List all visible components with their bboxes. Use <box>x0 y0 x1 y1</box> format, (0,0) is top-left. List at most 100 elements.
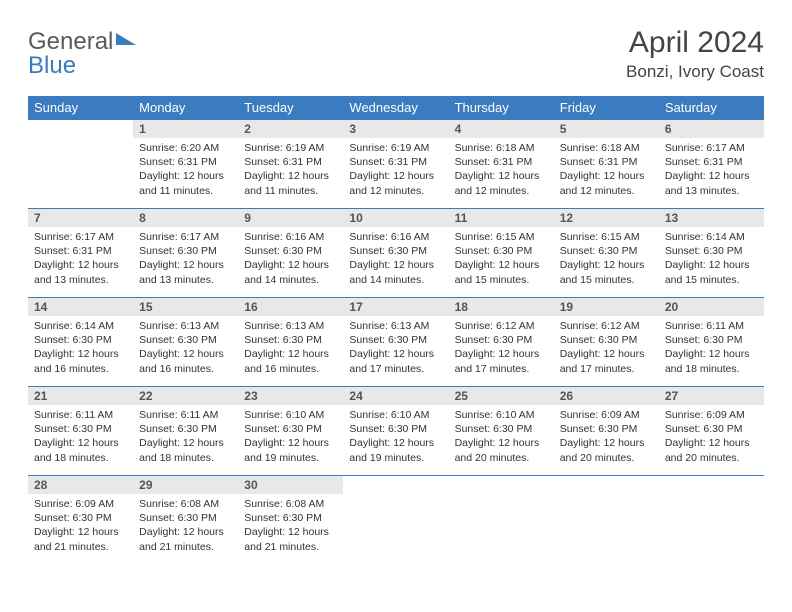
calendar-cell: 23Sunrise: 6:10 AMSunset: 6:30 PMDayligh… <box>238 387 343 476</box>
calendar-cell: 3Sunrise: 6:19 AMSunset: 6:31 PMDaylight… <box>343 120 448 209</box>
day-content: Sunrise: 6:09 AMSunset: 6:30 PMDaylight:… <box>659 405 764 475</box>
day-number: 11 <box>449 209 554 227</box>
day-content: Sunrise: 6:17 AMSunset: 6:31 PMDaylight:… <box>28 227 133 297</box>
day-header: Thursday <box>449 96 554 120</box>
day-number: 4 <box>449 120 554 138</box>
calendar-cell: 14Sunrise: 6:14 AMSunset: 6:30 PMDayligh… <box>28 298 133 387</box>
day-content: Sunrise: 6:12 AMSunset: 6:30 PMDaylight:… <box>449 316 554 386</box>
day-content: Sunrise: 6:09 AMSunset: 6:30 PMDaylight:… <box>554 405 659 475</box>
day-content: Sunrise: 6:18 AMSunset: 6:31 PMDaylight:… <box>449 138 554 208</box>
logo-text-blue: Blue <box>28 52 76 79</box>
calendar-cell: 27Sunrise: 6:09 AMSunset: 6:30 PMDayligh… <box>659 387 764 476</box>
day-content: Sunrise: 6:11 AMSunset: 6:30 PMDaylight:… <box>28 405 133 475</box>
day-number: 29 <box>133 476 238 494</box>
day-number: 26 <box>554 387 659 405</box>
day-content: Sunrise: 6:13 AMSunset: 6:30 PMDaylight:… <box>238 316 343 386</box>
day-header: Saturday <box>659 96 764 120</box>
calendar-cell: 26Sunrise: 6:09 AMSunset: 6:30 PMDayligh… <box>554 387 659 476</box>
day-header-row: Sunday Monday Tuesday Wednesday Thursday… <box>28 96 764 120</box>
day-number: 12 <box>554 209 659 227</box>
day-header: Monday <box>133 96 238 120</box>
location: Bonzi, Ivory Coast <box>626 62 764 82</box>
day-content: Sunrise: 6:19 AMSunset: 6:31 PMDaylight:… <box>343 138 448 208</box>
day-content: Sunrise: 6:11 AMSunset: 6:30 PMDaylight:… <box>659 316 764 386</box>
calendar-cell: 17Sunrise: 6:13 AMSunset: 6:30 PMDayligh… <box>343 298 448 387</box>
calendar-cell: .. <box>28 120 133 209</box>
day-number: 5 <box>554 120 659 138</box>
calendar-cell: 10Sunrise: 6:16 AMSunset: 6:30 PMDayligh… <box>343 209 448 298</box>
day-number: 7 <box>28 209 133 227</box>
calendar-cell: 22Sunrise: 6:11 AMSunset: 6:30 PMDayligh… <box>133 387 238 476</box>
day-content: Sunrise: 6:10 AMSunset: 6:30 PMDaylight:… <box>343 405 448 475</box>
day-header: Wednesday <box>343 96 448 120</box>
calendar-week-row: 7Sunrise: 6:17 AMSunset: 6:31 PMDaylight… <box>28 209 764 298</box>
day-content: Sunrise: 6:15 AMSunset: 6:30 PMDaylight:… <box>449 227 554 297</box>
day-number: 14 <box>28 298 133 316</box>
calendar-cell: 7Sunrise: 6:17 AMSunset: 6:31 PMDaylight… <box>28 209 133 298</box>
day-content: Sunrise: 6:17 AMSunset: 6:31 PMDaylight:… <box>659 138 764 208</box>
calendar-cell: 13Sunrise: 6:14 AMSunset: 6:30 PMDayligh… <box>659 209 764 298</box>
brand-logo: General Blue <box>28 30 136 78</box>
day-number: 16 <box>238 298 343 316</box>
calendar-cell: 5Sunrise: 6:18 AMSunset: 6:31 PMDaylight… <box>554 120 659 209</box>
day-number: 8 <box>133 209 238 227</box>
day-number: 30 <box>238 476 343 494</box>
calendar-cell: .. <box>343 476 448 565</box>
day-number: 1 <box>133 120 238 138</box>
calendar-page: General Blue April 2024 Bonzi, Ivory Coa… <box>0 0 792 574</box>
day-number: 13 <box>659 209 764 227</box>
calendar-cell: 21Sunrise: 6:11 AMSunset: 6:30 PMDayligh… <box>28 387 133 476</box>
header: General Blue April 2024 Bonzi, Ivory Coa… <box>28 26 764 82</box>
day-number: 21 <box>28 387 133 405</box>
calendar-week-row: 14Sunrise: 6:14 AMSunset: 6:30 PMDayligh… <box>28 298 764 387</box>
day-content: Sunrise: 6:08 AMSunset: 6:30 PMDaylight:… <box>238 494 343 564</box>
calendar-cell: 16Sunrise: 6:13 AMSunset: 6:30 PMDayligh… <box>238 298 343 387</box>
calendar-table: Sunday Monday Tuesday Wednesday Thursday… <box>28 96 764 564</box>
calendar-week-row: ..1Sunrise: 6:20 AMSunset: 6:31 PMDaylig… <box>28 120 764 209</box>
day-content: Sunrise: 6:14 AMSunset: 6:30 PMDaylight:… <box>659 227 764 297</box>
calendar-cell: 29Sunrise: 6:08 AMSunset: 6:30 PMDayligh… <box>133 476 238 565</box>
day-number: 22 <box>133 387 238 405</box>
day-content: Sunrise: 6:12 AMSunset: 6:30 PMDaylight:… <box>554 316 659 386</box>
calendar-cell: 1Sunrise: 6:20 AMSunset: 6:31 PMDaylight… <box>133 120 238 209</box>
day-number: 10 <box>343 209 448 227</box>
day-number: 17 <box>343 298 448 316</box>
day-content: Sunrise: 6:13 AMSunset: 6:30 PMDaylight:… <box>133 316 238 386</box>
day-number: 19 <box>554 298 659 316</box>
day-header: Friday <box>554 96 659 120</box>
day-content: Sunrise: 6:09 AMSunset: 6:30 PMDaylight:… <box>28 494 133 564</box>
day-header: Sunday <box>28 96 133 120</box>
day-content: Sunrise: 6:15 AMSunset: 6:30 PMDaylight:… <box>554 227 659 297</box>
calendar-cell: .. <box>659 476 764 565</box>
day-content: Sunrise: 6:16 AMSunset: 6:30 PMDaylight:… <box>238 227 343 297</box>
day-content: Sunrise: 6:17 AMSunset: 6:30 PMDaylight:… <box>133 227 238 297</box>
calendar-cell: 19Sunrise: 6:12 AMSunset: 6:30 PMDayligh… <box>554 298 659 387</box>
calendar-cell: 4Sunrise: 6:18 AMSunset: 6:31 PMDaylight… <box>449 120 554 209</box>
calendar-cell: .. <box>554 476 659 565</box>
calendar-cell: 2Sunrise: 6:19 AMSunset: 6:31 PMDaylight… <box>238 120 343 209</box>
calendar-cell: 25Sunrise: 6:10 AMSunset: 6:30 PMDayligh… <box>449 387 554 476</box>
calendar-cell: 28Sunrise: 6:09 AMSunset: 6:30 PMDayligh… <box>28 476 133 565</box>
calendar-cell: 11Sunrise: 6:15 AMSunset: 6:30 PMDayligh… <box>449 209 554 298</box>
logo-text-general: General <box>28 28 113 55</box>
calendar-cell: 24Sunrise: 6:10 AMSunset: 6:30 PMDayligh… <box>343 387 448 476</box>
title-block: April 2024 Bonzi, Ivory Coast <box>626 26 764 82</box>
day-header: Tuesday <box>238 96 343 120</box>
calendar-cell: 12Sunrise: 6:15 AMSunset: 6:30 PMDayligh… <box>554 209 659 298</box>
calendar-cell: 15Sunrise: 6:13 AMSunset: 6:30 PMDayligh… <box>133 298 238 387</box>
day-number: 23 <box>238 387 343 405</box>
calendar-cell: 20Sunrise: 6:11 AMSunset: 6:30 PMDayligh… <box>659 298 764 387</box>
month-title: April 2024 <box>626 26 764 60</box>
day-number: 28 <box>28 476 133 494</box>
calendar-cell: 9Sunrise: 6:16 AMSunset: 6:30 PMDaylight… <box>238 209 343 298</box>
day-number: 20 <box>659 298 764 316</box>
day-content: Sunrise: 6:10 AMSunset: 6:30 PMDaylight:… <box>238 405 343 475</box>
day-content: Sunrise: 6:20 AMSunset: 6:31 PMDaylight:… <box>133 138 238 208</box>
day-content: Sunrise: 6:13 AMSunset: 6:30 PMDaylight:… <box>343 316 448 386</box>
day-content: Sunrise: 6:08 AMSunset: 6:30 PMDaylight:… <box>133 494 238 564</box>
day-content: Sunrise: 6:10 AMSunset: 6:30 PMDaylight:… <box>449 405 554 475</box>
day-number: 15 <box>133 298 238 316</box>
day-content: Sunrise: 6:16 AMSunset: 6:30 PMDaylight:… <box>343 227 448 297</box>
logo-sail-icon <box>116 33 136 45</box>
day-content: Sunrise: 6:19 AMSunset: 6:31 PMDaylight:… <box>238 138 343 208</box>
